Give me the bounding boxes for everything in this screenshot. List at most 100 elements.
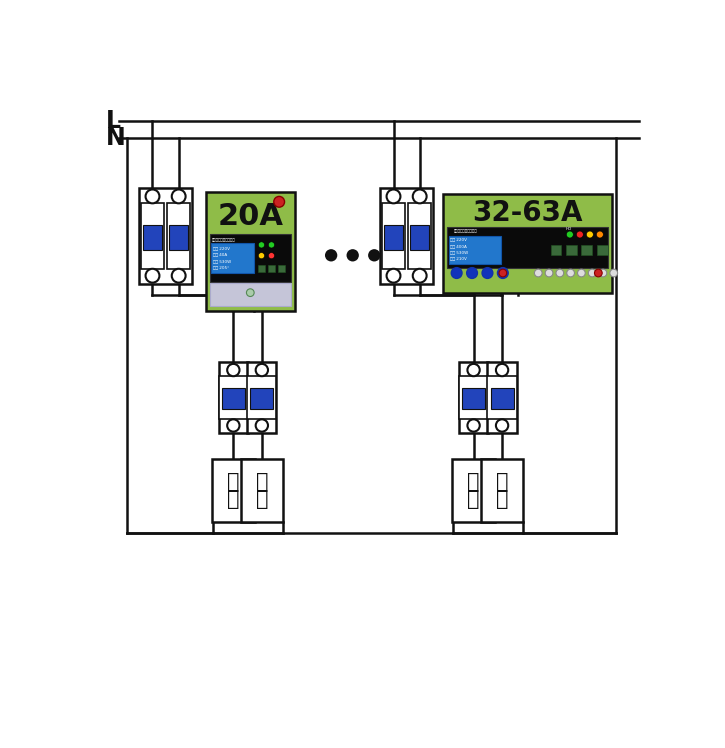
Bar xyxy=(597,245,608,255)
Circle shape xyxy=(597,231,603,238)
Circle shape xyxy=(258,242,265,248)
Circle shape xyxy=(497,268,508,278)
Circle shape xyxy=(451,268,462,278)
Circle shape xyxy=(567,269,574,277)
Bar xyxy=(268,265,276,272)
Circle shape xyxy=(534,269,542,277)
Bar xyxy=(462,387,485,409)
Circle shape xyxy=(599,269,607,277)
Circle shape xyxy=(588,269,596,277)
Bar xyxy=(459,376,488,420)
Bar xyxy=(222,387,245,409)
Circle shape xyxy=(347,249,359,262)
Text: 温度 205°: 温度 205° xyxy=(213,266,229,269)
Bar xyxy=(382,203,405,269)
Text: 负: 负 xyxy=(496,473,508,492)
Circle shape xyxy=(576,231,584,238)
Bar xyxy=(443,194,612,293)
Bar xyxy=(447,227,608,269)
Bar xyxy=(206,191,294,311)
Bar xyxy=(170,225,188,250)
Circle shape xyxy=(256,420,268,432)
Circle shape xyxy=(172,269,186,283)
Circle shape xyxy=(468,364,480,376)
Text: 32-63A: 32-63A xyxy=(472,199,583,227)
Bar xyxy=(257,265,265,272)
Bar xyxy=(139,188,192,284)
Bar xyxy=(212,459,254,522)
Bar xyxy=(487,376,517,420)
Circle shape xyxy=(482,268,493,278)
Bar xyxy=(278,265,286,272)
Circle shape xyxy=(545,269,553,277)
Text: 电气限大量超式保护器: 电气限大量超式保护器 xyxy=(212,238,236,242)
Circle shape xyxy=(496,364,508,376)
Circle shape xyxy=(587,231,593,238)
Text: HO: HO xyxy=(566,227,572,231)
Bar xyxy=(481,459,523,522)
Bar xyxy=(550,245,561,255)
Bar xyxy=(381,188,433,284)
Bar xyxy=(410,225,429,250)
Text: 电压 220V: 电压 220V xyxy=(450,238,468,242)
Text: 电气限大量超式保护器: 电气限大量超式保护器 xyxy=(455,229,478,233)
Circle shape xyxy=(468,420,480,432)
Text: 功率 530W: 功率 530W xyxy=(213,259,231,263)
Circle shape xyxy=(274,197,284,207)
Bar xyxy=(581,245,592,255)
Circle shape xyxy=(566,231,573,238)
Text: 功率 530W: 功率 530W xyxy=(450,250,469,254)
Circle shape xyxy=(227,364,239,376)
Bar xyxy=(566,245,577,255)
Circle shape xyxy=(268,253,275,259)
Circle shape xyxy=(578,269,585,277)
Circle shape xyxy=(146,269,160,283)
Bar xyxy=(452,459,494,522)
Bar xyxy=(219,376,248,420)
Circle shape xyxy=(386,269,400,283)
Circle shape xyxy=(499,269,507,277)
Text: 负: 负 xyxy=(227,473,239,492)
Circle shape xyxy=(256,364,268,376)
Text: L: L xyxy=(107,108,121,132)
Bar xyxy=(459,362,488,433)
Bar xyxy=(250,387,273,409)
Circle shape xyxy=(227,420,239,432)
Circle shape xyxy=(258,253,265,259)
Text: 载: 载 xyxy=(496,489,508,509)
Bar xyxy=(241,459,283,522)
Circle shape xyxy=(172,189,186,203)
Text: 载: 载 xyxy=(227,489,239,509)
Bar xyxy=(144,225,162,250)
Circle shape xyxy=(467,268,478,278)
Text: 载: 载 xyxy=(256,489,268,509)
Circle shape xyxy=(247,289,254,296)
Circle shape xyxy=(386,189,400,203)
Bar xyxy=(210,283,291,306)
Bar xyxy=(449,236,501,264)
Bar xyxy=(408,203,431,269)
Circle shape xyxy=(413,189,426,203)
Text: 载: 载 xyxy=(468,489,480,509)
Circle shape xyxy=(368,249,381,262)
Text: 负: 负 xyxy=(256,473,268,492)
Circle shape xyxy=(268,242,275,248)
Bar xyxy=(247,362,276,433)
Bar xyxy=(141,203,164,269)
Bar xyxy=(487,362,517,433)
Circle shape xyxy=(325,249,337,262)
Bar xyxy=(167,203,190,269)
Circle shape xyxy=(413,269,426,283)
Circle shape xyxy=(496,420,508,432)
Bar xyxy=(210,234,291,282)
Text: 负: 负 xyxy=(468,473,480,492)
Bar xyxy=(384,225,403,250)
Circle shape xyxy=(610,269,618,277)
Text: 温度 210V: 温度 210V xyxy=(450,256,468,260)
Bar xyxy=(212,243,254,272)
Circle shape xyxy=(594,269,602,277)
Circle shape xyxy=(556,269,563,277)
Text: N: N xyxy=(107,126,126,150)
Text: 20A: 20A xyxy=(218,202,283,231)
Bar xyxy=(491,387,513,409)
